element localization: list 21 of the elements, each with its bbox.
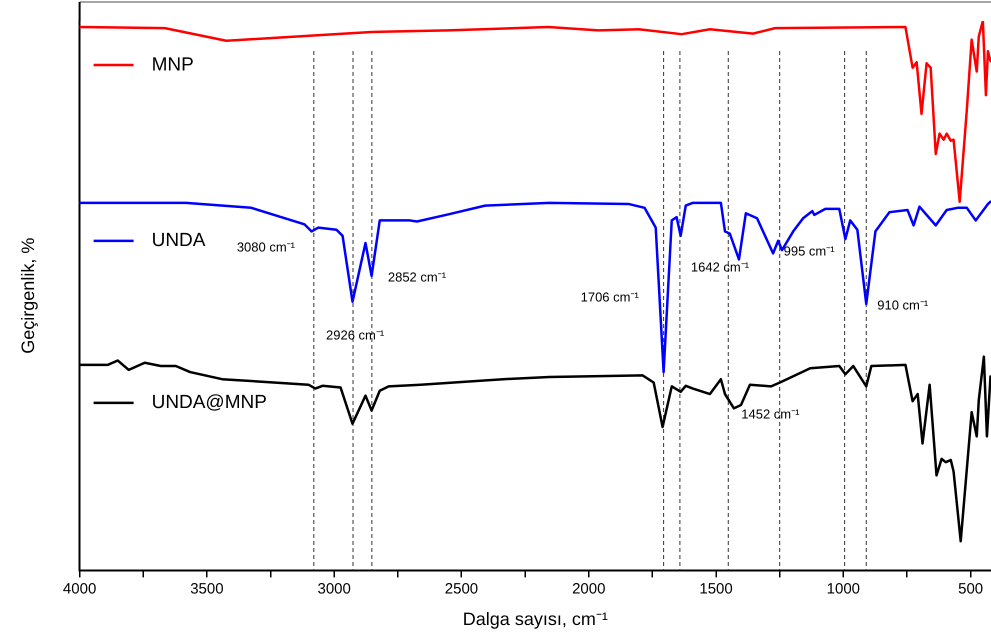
ref-line-label: 995 cm⁻¹	[784, 244, 836, 259]
x-tick-label: 500	[958, 580, 984, 598]
x-tick-label: 1500	[699, 580, 733, 598]
ref-line-label: 2852 cm⁻¹	[388, 270, 447, 285]
ref-line-label: 1452 cm⁻¹	[741, 406, 800, 422]
ref-line-label: 1706 cm⁻¹	[580, 290, 640, 305]
ref-line-label: 3080 cm⁻¹	[236, 240, 296, 255]
x-tick-label: 1000	[826, 580, 860, 598]
y-axis-title: Geçirgenlik, %	[18, 238, 38, 354]
x-tick-label: 3000	[317, 580, 351, 598]
legend-label: MNP	[152, 54, 194, 76]
x-tick-label: 2000	[572, 580, 606, 598]
ref-line-label: 2926 cm⁻¹	[326, 328, 385, 343]
x-axis-title: Dalga sayısı, cm⁻¹	[462, 609, 608, 630]
x-tick-label: 3500	[190, 580, 224, 598]
ref-line-label: 910 cm⁻¹	[877, 298, 929, 313]
x-tick-label: 4000	[62, 580, 96, 598]
x-tick-label: 2500	[444, 580, 478, 598]
legend-label: UNDA	[152, 230, 206, 252]
ref-line-label: 1642 cm⁻¹	[690, 260, 750, 275]
legend-label: UNDA@MNP	[152, 392, 267, 414]
